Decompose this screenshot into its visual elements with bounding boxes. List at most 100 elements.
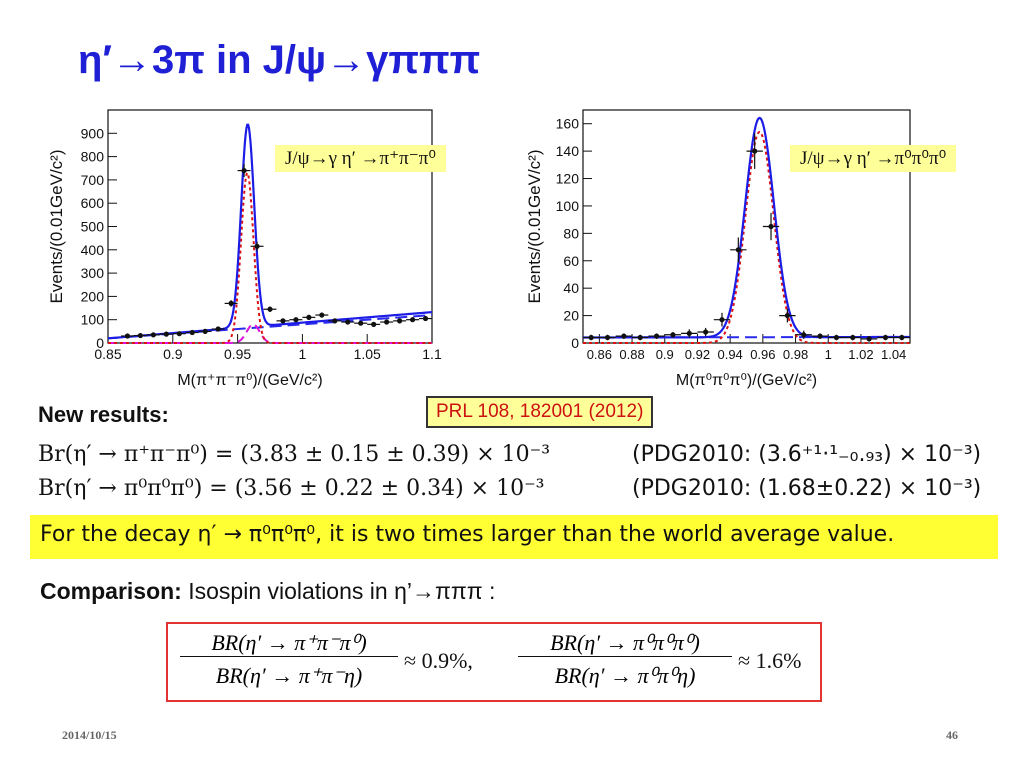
y-tick-label: 60 (563, 253, 579, 269)
y-tick-label: 0 (96, 335, 104, 351)
signal-fit-line (108, 170, 432, 344)
y-tick-label: 0 (571, 335, 579, 351)
x-tick-label: 0.94 (717, 347, 742, 362)
data-point (588, 334, 594, 341)
x-tick-label: 0.95 (224, 346, 251, 362)
ratio-charged-denominator: BR(η′ → π⁺π⁻η) (215, 663, 363, 688)
y-tick-label: 300 (81, 265, 105, 281)
data-point (215, 326, 221, 332)
x-axis-label: M(π⁺π⁻π⁰)/(GeV/c²) (177, 372, 322, 389)
x-tick-label: 0.88 (619, 347, 644, 362)
data-point (150, 332, 156, 338)
ratio-neutral-denominator: BR(η′ → π⁰π⁰η) (554, 663, 696, 688)
ratio-charged-value: ≈ 0.9%, (404, 648, 473, 673)
x-tick-label: 0.85 (94, 346, 121, 362)
pdg-neutral: (PDG2010: (1.68±0.22) × 10⁻³) (632, 476, 982, 501)
data-point (163, 331, 169, 337)
result-charged: Br(η′ → π⁺π⁻π⁰) = (3.83 ± 0.15 ± 0.39) ×… (38, 442, 551, 467)
chart-eta-prime-charged: 0 100 200 300 400 500 600 700 800 900 0.85 0.9 0.95 1… (47, 109, 442, 389)
ratio-charged-numerator: BR(η′ → π⁺π⁻π⁰) (180, 630, 398, 657)
highlight-banner (30, 515, 998, 559)
data-point (670, 332, 676, 338)
data-point (422, 315, 429, 322)
comparison-text: Isospin violations in η’→πππ : (188, 578, 496, 604)
data-point (345, 319, 351, 325)
data-point (137, 332, 143, 339)
slide-title: η′→3π in J/ψ→γπππ (78, 38, 481, 82)
y-tick-label: 900 (81, 125, 105, 141)
y-tick-label: 600 (81, 195, 105, 211)
data-point (850, 334, 856, 341)
y-tick-label: 100 (81, 312, 105, 328)
comparison-line: Comparison: Isospin violations in η’→πππ… (40, 578, 495, 605)
result-neutral: Br(η′ → π⁰π⁰π⁰) = (3.56 ± 0.22 ± 0.34) ×… (38, 476, 545, 501)
chart-right-label-box: J/ψ→γ η′ →π⁰π⁰π⁰ (790, 145, 957, 172)
reference-box: PRL 108, 182001 (2012) (426, 396, 654, 428)
data-point (202, 328, 208, 334)
y-tick-label: 800 (81, 149, 105, 165)
y-tick-label: 200 (81, 288, 105, 304)
y-tick-label: 20 (563, 308, 579, 324)
data-point (293, 317, 299, 323)
chart-eta-prime-neutral: 0 20 40 60 80 100 120 140 160 0.86 0.88 0.9 0.92 0.94… (525, 109, 911, 389)
data-point (397, 318, 403, 324)
data-point (409, 317, 416, 323)
pdg-charged: (PDG2010: (3.6⁺¹·¹₋₀.₉₃) × 10⁻³) (632, 442, 982, 467)
data-point (189, 329, 195, 336)
data-point (719, 317, 725, 323)
data-point (703, 329, 709, 335)
y-tick-label: 700 (81, 172, 105, 188)
data-point (686, 330, 692, 337)
new-results-heading: New results: (38, 402, 169, 427)
data-point (241, 167, 247, 174)
data-point (752, 148, 758, 154)
data-point (319, 312, 325, 318)
x-tick-label: 1.04 (881, 347, 906, 362)
data-point (604, 334, 611, 341)
ratio-neutral: BR(η′ → π⁰π⁰π⁰) BR(η′ → π⁰π⁰η) (518, 630, 732, 689)
y-tick-label: 80 (563, 225, 579, 241)
x-tick-label: 1 (825, 347, 832, 362)
x-tick-label: 0.92 (685, 347, 710, 362)
comparison-label: Comparison: (40, 578, 182, 604)
chart-left-label-box: J/ψ→γ η′ →π⁺π⁻π⁰ (275, 145, 447, 172)
data-point (784, 312, 790, 319)
data-point (384, 319, 390, 325)
x-tick-label: 0.9 (163, 346, 183, 362)
x-tick-label: 1.1 (422, 346, 442, 362)
data-point (306, 314, 312, 320)
ratio-charged: BR(η′ → π⁺π⁻π⁰) BR(η′ → π⁺π⁻η) (180, 630, 398, 689)
data-point (882, 334, 889, 341)
data-point (637, 334, 643, 341)
x-tick-label: 1.05 (354, 346, 381, 362)
ratio-neutral-value: ≈ 1.6% (738, 648, 802, 673)
y-tick-label: 500 (81, 219, 105, 235)
x-tick-label: 1 (299, 346, 307, 362)
banner-text: For the decay η′ → π⁰π⁰π⁰, it is two tim… (40, 522, 895, 547)
y-axis-label: Events/(0.01GeV/c²) (525, 149, 544, 303)
ratio-neutral-numerator: BR(η′ → π⁰π⁰π⁰) (518, 630, 732, 657)
data-point (621, 333, 627, 339)
data-point (735, 247, 741, 253)
data-point (228, 300, 234, 306)
ratio-box: BR(η′ → π⁺π⁻π⁰) BR(η′ → π⁺π⁻η) ≈ 0.9%, B… (166, 622, 822, 702)
data-point (124, 333, 131, 339)
data-point (254, 243, 260, 249)
data-point (817, 333, 823, 339)
y-tick-label: 100 (556, 198, 580, 214)
data-point (176, 331, 182, 337)
data-point (280, 318, 286, 324)
data-point (899, 334, 905, 341)
x-tick-label: 0.86 (587, 347, 612, 362)
data-point (768, 223, 774, 230)
x-tick-label: 0.9 (656, 347, 674, 362)
x-axis-label: M(π⁰π⁰π⁰)/(GeV/c²) (676, 372, 817, 389)
y-tick-label: 400 (81, 242, 105, 258)
data-point (653, 333, 660, 339)
y-tick-label: 160 (556, 116, 580, 132)
y-tick-label: 120 (556, 171, 580, 187)
x-tick-label: 0.98 (783, 347, 808, 362)
y-tick-label: 140 (556, 143, 580, 159)
footer-date: 2014/10/15 (62, 728, 117, 742)
y-tick-label: 40 (563, 280, 579, 296)
